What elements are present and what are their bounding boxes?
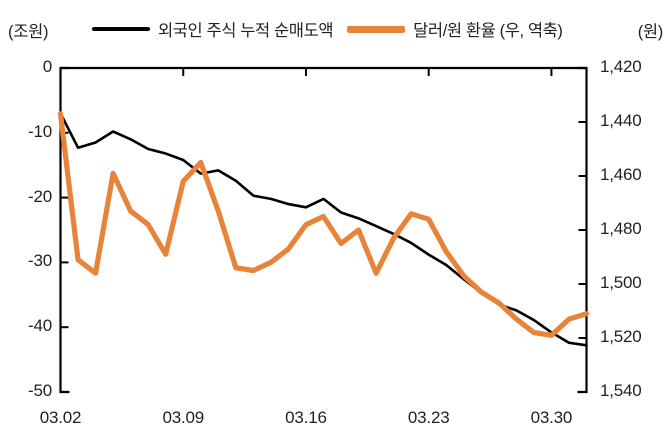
legend-swatch-black-line-icon (92, 27, 150, 31)
chart-legend: 외국인 주식 누적 순매도액 달러/원 환율 (우, 역축) (92, 17, 563, 41)
x-axis-tick-label: 03.23 (407, 408, 450, 427)
left-axis-unit-label: (조원) (8, 23, 49, 41)
axes-group (59, 66, 588, 394)
right-axis-tick-label: 1,520 (600, 327, 642, 346)
legend-label-usd-krw: 달러/원 환율 (우, 역축) (413, 22, 563, 40)
right-axis-tick-label: 1,420 (600, 57, 642, 76)
left-axis-tick-label: -30 (28, 251, 52, 271)
left-axis-tick-label: -20 (28, 186, 52, 206)
legend-entry-usd-krw: 달러/원 환율 (우, 역축) (347, 17, 563, 41)
right-axis-unit-label: (원) (637, 23, 664, 41)
left-axis-tick-label: -40 (28, 316, 52, 336)
x-axis-tick-label: 03.02 (39, 408, 82, 427)
x-axis-tick-label: 03.09 (162, 408, 204, 427)
legend-label-net-selling: 외국인 주식 누적 순매도액 (158, 22, 334, 40)
x-axis-tick-label: 03.30 (530, 408, 573, 427)
right-axis-tick-label: 1,480 (600, 219, 642, 238)
legend-swatch-orange-line-icon (347, 25, 406, 33)
right-axis-tick-label: 1,500 (600, 273, 642, 292)
left-axis-tick-label: 0 (42, 57, 52, 76)
left-axis-tick-label: -50 (28, 381, 52, 400)
right-axis-tick-label: 1,440 (600, 111, 642, 130)
right-axis-tick-label: 1,540 (600, 381, 642, 400)
right-axis-tick-label: 1,460 (600, 165, 642, 184)
x-axis-tick-label: 03.16 (285, 408, 327, 427)
left-axis-tick-label: -10 (28, 121, 52, 141)
series-line-usd-krw (57, 111, 590, 338)
legend-entry-net-selling: 외국인 주식 누적 순매도액 (92, 17, 334, 41)
